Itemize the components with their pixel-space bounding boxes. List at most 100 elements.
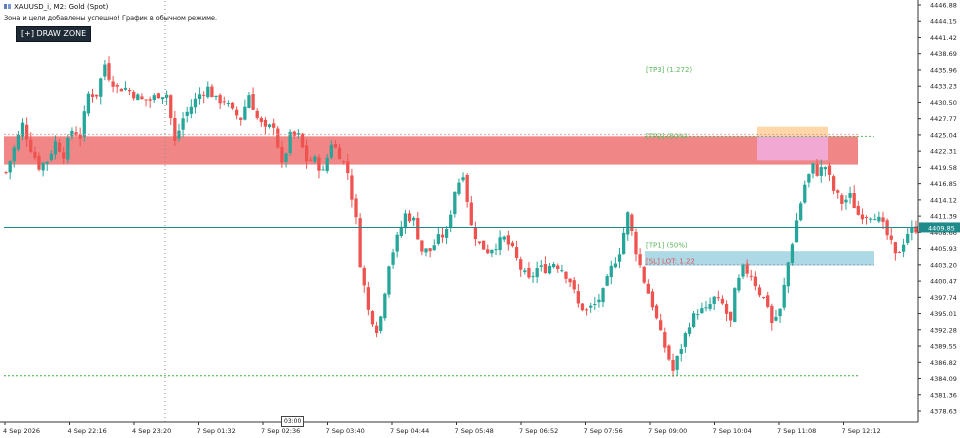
candle (453, 191, 457, 215)
candle (436, 234, 441, 244)
candle (226, 103, 231, 105)
candle (646, 283, 650, 294)
draw-zone-button[interactable]: [+] DRAW ZONE (16, 26, 92, 42)
candle (41, 162, 45, 171)
x-tick-label: 4 Sep 23:20 (132, 427, 171, 435)
candle (481, 240, 486, 250)
chart-zones (4, 126, 874, 266)
x-tick-label: 7 Sep 10:04 (713, 427, 752, 435)
candle (856, 206, 860, 215)
candle (519, 259, 523, 270)
status-message: Зона и цели добавлены успешно! График в … (4, 14, 218, 22)
candle (383, 293, 387, 319)
candle (790, 244, 795, 264)
candle (309, 159, 313, 161)
candle (716, 297, 720, 299)
entry-zone (645, 251, 874, 266)
candle (304, 145, 309, 162)
candle (144, 99, 148, 101)
candle (831, 176, 836, 191)
candle (556, 265, 560, 270)
candle (140, 96, 144, 100)
tp-pink-zone (757, 136, 828, 161)
candle (230, 102, 235, 109)
y-tick-label: 4427.77 (930, 115, 957, 123)
candle (403, 213, 408, 228)
x-tick-label: 4 Sep 22:16 (68, 427, 107, 435)
candle (432, 245, 436, 251)
candle (864, 217, 869, 219)
y-tick-label: 4397.74 (930, 294, 957, 302)
candle (354, 198, 358, 218)
y-tick-label: 4384.09 (930, 375, 957, 383)
candle (296, 133, 301, 135)
candle (461, 177, 465, 181)
candle (280, 146, 284, 163)
candle (799, 203, 803, 221)
candle (815, 164, 819, 176)
resistance-zone (4, 136, 858, 165)
y-tick-label: 4446.88 (930, 2, 957, 10)
x-tick-label: 7 Sep 11:08 (777, 427, 816, 435)
candle (214, 95, 218, 98)
candle (243, 106, 247, 120)
candle (325, 157, 329, 172)
candle (247, 95, 251, 109)
level-lines (4, 1, 918, 422)
x-tick-label: 7 Sep 12:12 (842, 427, 881, 435)
candle (720, 298, 725, 304)
candle (679, 348, 683, 354)
candle (630, 214, 634, 231)
candle (33, 151, 37, 159)
candle (881, 217, 885, 222)
candle (869, 218, 873, 220)
x-tick-label: 7 Sep 03:40 (326, 427, 365, 435)
y-tick-label: 4400.47 (930, 278, 957, 286)
candle (527, 267, 531, 278)
candle (642, 266, 646, 283)
candle (667, 345, 671, 360)
x-tick-label: 7 Sep 02:36 (261, 427, 300, 435)
candle (494, 249, 498, 251)
candle (358, 218, 362, 268)
candle (177, 130, 181, 139)
candle (379, 316, 383, 331)
candle (733, 288, 737, 323)
candle (749, 275, 753, 277)
candle (605, 276, 609, 286)
candle (873, 219, 877, 221)
candle (551, 263, 556, 268)
candle (387, 266, 391, 295)
candle (313, 156, 317, 162)
y-tick-label: 4416.85 (930, 180, 957, 188)
candle (90, 94, 95, 97)
candle (337, 147, 342, 160)
y-tick-label: 4435.96 (930, 66, 957, 74)
candle (860, 214, 865, 220)
candle (840, 195, 844, 204)
candle (675, 356, 679, 370)
candle (407, 213, 412, 222)
candle (823, 167, 828, 170)
candle (70, 130, 74, 137)
candle (12, 147, 16, 162)
candle (584, 309, 589, 311)
candle (782, 284, 786, 308)
candle (391, 252, 395, 265)
candle (86, 93, 91, 114)
candle (255, 110, 259, 118)
candle (119, 88, 123, 92)
candle (803, 184, 807, 203)
candle (638, 254, 642, 266)
candle (449, 214, 453, 228)
candle (189, 106, 193, 114)
candle (663, 332, 667, 348)
candle (477, 241, 482, 244)
candle (498, 237, 502, 251)
y-tick-label: 4395.01 (930, 310, 957, 318)
candle (523, 270, 527, 273)
candle (535, 268, 539, 278)
candle (543, 264, 548, 274)
